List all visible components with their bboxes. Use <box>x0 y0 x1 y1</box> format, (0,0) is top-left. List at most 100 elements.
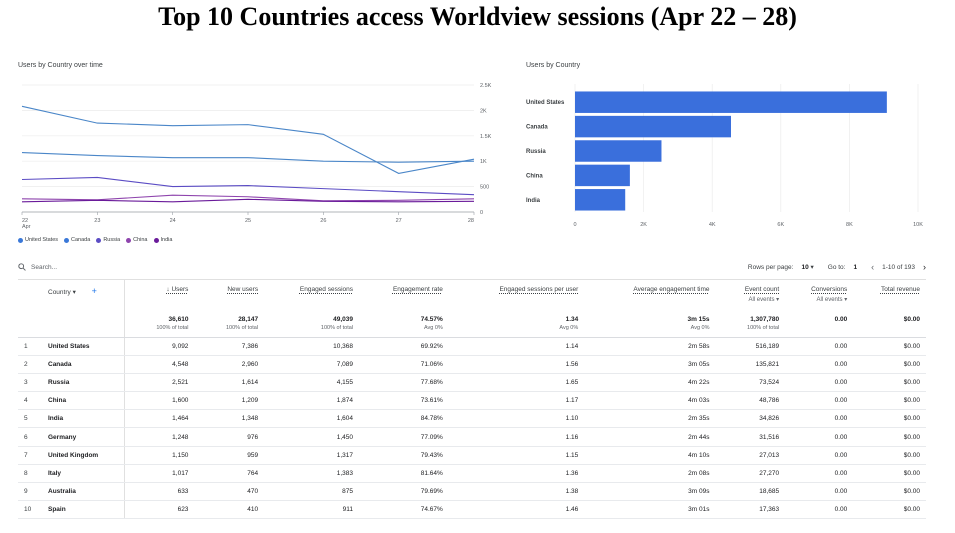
column-header[interactable]: ↓ Users <box>124 279 195 310</box>
total-cell: 36,610 100% of total <box>124 309 195 338</box>
metric-cell: 34,826 <box>715 409 786 429</box>
metric-cell: 4,548 <box>124 355 195 375</box>
metric-cell: $0.00 <box>853 355 926 375</box>
column-header[interactable]: New users <box>194 279 265 310</box>
x-tick-label: 22 <box>22 218 28 224</box>
metric-cell: 0.00 <box>785 446 854 465</box>
metric-cell: 1.36 <box>448 464 585 483</box>
table-row[interactable]: 4 China 1,600 1,209 1,874 73.61% 1.17 4m 03s 48,… <box>18 391 926 411</box>
metric-cell: 1,614 <box>194 373 265 393</box>
table-row[interactable]: 2 Canada 4,548 2,960 7,089 71.06% 1.56 3m 05s 13… <box>18 355 926 375</box>
x-tick-label: 6K <box>777 222 784 228</box>
index-header <box>18 279 40 310</box>
legend-label: China <box>133 237 148 243</box>
rows-per-page-select[interactable]: 10 ▾ <box>801 263 813 271</box>
metric-cell: 1,348 <box>194 409 265 429</box>
legend-item[interactable]: United States <box>18 237 58 243</box>
legend-label: Canada <box>71 237 91 243</box>
metric-cell: 1,248 <box>124 427 195 447</box>
metric-cell: 3m 09s <box>584 482 716 501</box>
column-header[interactable]: Event count All events ▾ <box>715 279 786 310</box>
metric-cell: 1,604 <box>264 409 360 429</box>
table-row[interactable]: 6 Germany 1,248 976 1,450 77.09% 1.16 2m 44s 31,… <box>18 427 926 447</box>
search-input[interactable]: Search... <box>31 263 58 271</box>
metric-cell: 17,363 <box>715 500 786 519</box>
column-header[interactable]: Engagement rate <box>359 279 449 310</box>
bar <box>575 115 731 138</box>
column-header[interactable]: Total revenue <box>853 279 926 310</box>
total-cell: 74.57% Avg 0% <box>359 309 449 338</box>
column-header-label: Engaged sessions per user <box>499 286 579 293</box>
table-row[interactable]: 9 Australia 633 470 875 79.69% 1.38 3m 09s 18,68… <box>18 482 926 501</box>
bar-category-label: Russia <box>526 149 546 155</box>
column-header-filter[interactable]: All events ▾ <box>816 297 848 303</box>
column-header[interactable]: Engaged sessions <box>264 279 360 310</box>
table-row[interactable]: 5 India 1,464 1,348 1,604 84.78% 1.10 2m 35s 34,… <box>18 409 926 429</box>
metric-cell: 1.17 <box>448 391 585 411</box>
metric-cell: 0.00 <box>785 482 854 501</box>
total-value: 74.57% <box>420 315 443 323</box>
metric-cell: 79.69% <box>359 482 449 501</box>
total-value: 49,039 <box>333 315 354 323</box>
y-tick-label: 1.5K <box>480 134 492 140</box>
metric-cell: 3m 05s <box>584 355 716 375</box>
country-cell: India <box>40 409 125 429</box>
search-icon <box>18 263 26 271</box>
row-index: 2 <box>18 355 40 375</box>
metric-cell: 4m 10s <box>584 446 716 465</box>
metric-cell: 81.64% <box>359 464 449 483</box>
total-subtext: Avg 0% <box>423 324 443 331</box>
metric-cell: $0.00 <box>853 409 926 429</box>
search-box[interactable]: Search... <box>18 263 57 271</box>
table-row[interactable]: 8 Italy 1,017 764 1,383 81.64% 1.36 2m 08s 27,27… <box>18 464 926 483</box>
metric-cell: 4m 22s <box>584 373 716 393</box>
row-index: 1 <box>18 337 40 357</box>
metric-cell: 7,386 <box>194 337 265 357</box>
table-header-row: Country ▾ + ↓ Users New users Engaged sess… <box>18 279 926 310</box>
metric-cell: 1.16 <box>448 427 585 447</box>
metric-cell: 27,013 <box>715 446 786 465</box>
bar-category-label: Canada <box>526 125 548 131</box>
metric-cell: 84.78% <box>359 409 449 429</box>
country-cell: Italy <box>40 464 125 483</box>
metric-cell: 0.00 <box>785 355 854 375</box>
previous-page-icon[interactable]: ‹ <box>871 262 875 272</box>
add-dimension-icon[interactable]: + <box>91 286 97 296</box>
next-page-icon[interactable]: › <box>923 262 926 272</box>
country-column-header[interactable]: Country ▾ + <box>40 279 125 310</box>
legend-item[interactable]: China <box>126 237 148 243</box>
metric-cell: 1.10 <box>448 409 585 429</box>
bar-category-label: China <box>526 173 543 179</box>
table-row[interactable]: 7 United Kingdom 1,150 959 1,317 79.43% 1.15 4m… <box>18 446 926 465</box>
legend-item[interactable]: Canada <box>64 237 90 243</box>
total-subtext: Avg 0% <box>559 324 579 331</box>
column-header[interactable]: Average engagement time <box>584 279 716 310</box>
goto-input[interactable]: 1 <box>853 263 858 271</box>
table-row[interactable]: 10 Spain 623 410 911 74.67% 1.46 3m 01s 17,363 0.… <box>18 500 926 519</box>
metric-cell: 77.09% <box>359 427 449 447</box>
column-header-label: New users <box>227 286 259 293</box>
legend-item[interactable]: India <box>153 237 172 243</box>
row-index: 6 <box>18 427 40 447</box>
row-index: 10 <box>18 500 40 519</box>
column-header[interactable]: Conversions All events ▾ <box>785 279 854 310</box>
legend-item[interactable]: Russia <box>96 237 120 243</box>
series-line <box>21 152 475 163</box>
metric-cell: 73.61% <box>359 391 449 411</box>
bar <box>575 140 662 162</box>
goto-label: Go to: <box>827 263 846 271</box>
metric-cell: 1,600 <box>124 391 195 411</box>
metric-cell: 18,685 <box>715 482 786 501</box>
metric-cell: 0.00 <box>785 464 854 483</box>
totals-index <box>18 309 40 338</box>
metric-cell: 1,874 <box>264 391 360 411</box>
column-header[interactable]: Engaged sessions per user <box>448 279 585 310</box>
column-header-filter[interactable]: All events ▾ <box>748 297 780 303</box>
metric-cell: 875 <box>264 482 360 501</box>
table-row[interactable]: 1 United States 9,092 7,386 10,368 69.92% 1.14… <box>18 337 926 357</box>
metric-cell: 135,821 <box>715 355 786 375</box>
metric-cell: 0.00 <box>785 373 854 393</box>
table-row[interactable]: 3 Russia 2,521 1,614 4,155 77.68% 1.65 4m 22s 73… <box>18 373 926 393</box>
metric-cell: 77.68% <box>359 373 449 393</box>
y-tick-label: 0 <box>480 210 483 216</box>
